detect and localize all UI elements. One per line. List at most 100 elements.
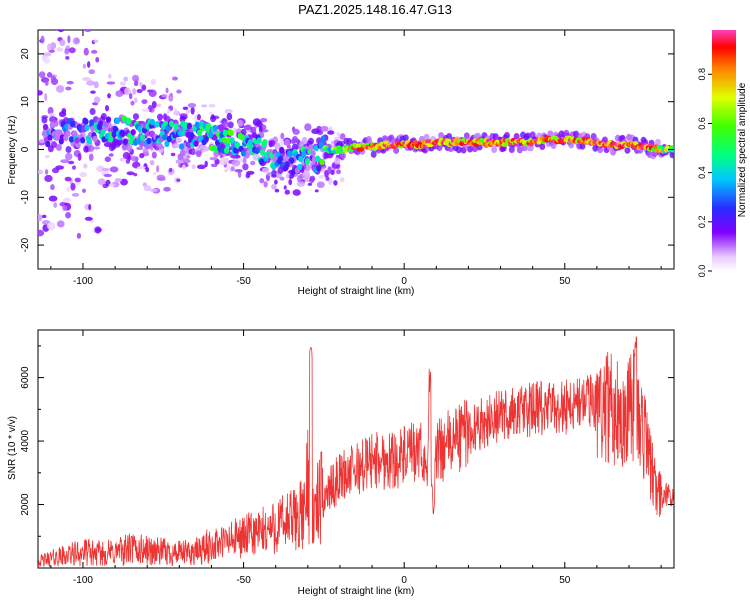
heatmap-ridge-cell: [105, 116, 112, 123]
heatmap-speckle: [74, 177, 81, 183]
heatmap-speckle: [93, 39, 99, 43]
snr-x-tick-label: 0: [401, 575, 407, 586]
heatmap-halo: [283, 138, 290, 146]
heatmap-speckle: [230, 166, 235, 172]
heatmap-speckle: [94, 226, 102, 234]
heatmap-ridge-cell: [222, 129, 229, 137]
heatmap-speckle: [71, 165, 77, 170]
heatmap-ridge-cell: [49, 121, 55, 128]
heatmap-ridge-cell: [100, 128, 106, 136]
heatmap-ridge-cell: [120, 130, 126, 137]
heatmap-ridge-cell: [45, 140, 51, 148]
heatmap-ridge-cell: [212, 124, 218, 132]
heatmap-halo: [654, 138, 661, 146]
heatmap-speckle: [190, 106, 195, 115]
heatmap-speckle: [53, 202, 58, 208]
heatmap-speckle: [66, 80, 74, 85]
heatmap-ridge-cell: [297, 163, 303, 171]
heatmap-speckle: [176, 178, 181, 182]
heatmap-speckle: [65, 45, 70, 50]
heatmap-speckle: [44, 93, 48, 102]
heatmap-speckle: [194, 114, 198, 123]
heatmap-ridge-cell: [42, 123, 49, 131]
heatmap-speckle: [161, 93, 168, 98]
heatmap-speckle: [182, 158, 191, 164]
heatmap-speckle: [271, 184, 277, 190]
heatmap-speckle: [62, 204, 68, 212]
heatmap-speckle: [256, 120, 263, 128]
heatmap-speckle: [120, 178, 128, 186]
heatmap-speckle: [114, 178, 122, 182]
heatmap-speckle: [38, 71, 46, 79]
heatmap-speckle: [226, 112, 233, 121]
snr-y-tick-label: 4000: [20, 430, 31, 453]
heatmap-speckle: [93, 96, 101, 104]
heatmap-speckle: [279, 176, 285, 181]
heatmap-speckle: [41, 214, 47, 219]
heatmap-halo: [301, 136, 308, 144]
heatmap-halo: [455, 146, 462, 154]
heatmap-speckle: [302, 170, 311, 179]
heatmap-halo: [274, 142, 281, 150]
heatmap-halo: [126, 144, 133, 152]
heatmap-halo: [516, 146, 523, 154]
heatmap-speckle: [280, 132, 285, 140]
heatmap-speckle: [83, 163, 88, 169]
heatmap-speckle: [38, 229, 45, 237]
heatmap-speckle: [126, 171, 135, 176]
heatmap-ridge-cell: [139, 134, 145, 141]
heatmap-speckle: [93, 81, 99, 89]
heatmap-speckle: [141, 84, 147, 91]
heatmap-halo: [116, 138, 123, 146]
heatmap-speckle: [46, 71, 53, 78]
heatmap-speckle: [174, 137, 182, 143]
heatmap-halo: [179, 115, 186, 123]
heatmap-speckle: [156, 103, 162, 108]
heatmap-halo: [237, 119, 244, 127]
heatmap-halo: [370, 150, 377, 158]
heatmap-speckle: [130, 100, 135, 106]
snr-frame: [37, 329, 675, 569]
heatmap-speckle: [339, 177, 345, 183]
heatmap-speckle: [88, 69, 95, 75]
spectrogram-x-tick-label: -100: [73, 276, 93, 287]
heatmap-halo: [296, 175, 303, 183]
heatmap-ridge-cell: [122, 138, 128, 145]
heatmap-speckle: [320, 125, 329, 132]
heatmap-ridge-cell: [445, 138, 451, 144]
heatmap-speckle: [132, 74, 139, 82]
heatmap-speckle: [208, 103, 216, 108]
heatmap-speckle: [250, 160, 256, 166]
heatmap-ridge-cell: [277, 155, 284, 163]
heatmap-halo: [508, 146, 515, 154]
heatmap-ridge-cell: [83, 118, 89, 125]
heatmap-speckle: [84, 216, 93, 221]
heatmap-ridge-cell: [229, 137, 235, 144]
heatmap-halo: [41, 116, 48, 124]
heatmap-speckle: [327, 166, 332, 175]
heatmap-halo: [271, 169, 278, 177]
snr-y-axis-label: SNR (10 * v/v): [7, 416, 18, 480]
heatmap-speckle: [166, 108, 171, 115]
heatmap-speckle: [38, 214, 43, 222]
colorbar-gradient: [712, 30, 736, 271]
heatmap-ridge-cell: [308, 144, 314, 151]
heatmap-speckle: [191, 164, 196, 170]
colorbar-tick-label: 0.0: [697, 265, 707, 278]
heatmap-ridge-cell: [223, 147, 230, 154]
heatmap-speckle: [196, 164, 206, 170]
heatmap-speckle: [314, 189, 319, 193]
heatmap-speckle: [119, 157, 124, 162]
heatmap-speckle: [136, 146, 144, 151]
heatmap-speckle: [165, 87, 169, 94]
heatmap-speckle: [136, 166, 146, 170]
heatmap-speckle: [48, 195, 58, 202]
heatmap-ridge-cell: [111, 131, 117, 138]
heatmap-ridge-cell: [57, 129, 63, 136]
heatmap-halo: [195, 150, 202, 158]
heatmap-ridge-cell: [84, 124, 90, 132]
heatmap-ridge-cell: [157, 142, 163, 150]
heatmap-speckle: [243, 124, 252, 131]
heatmap-halo: [573, 130, 580, 138]
